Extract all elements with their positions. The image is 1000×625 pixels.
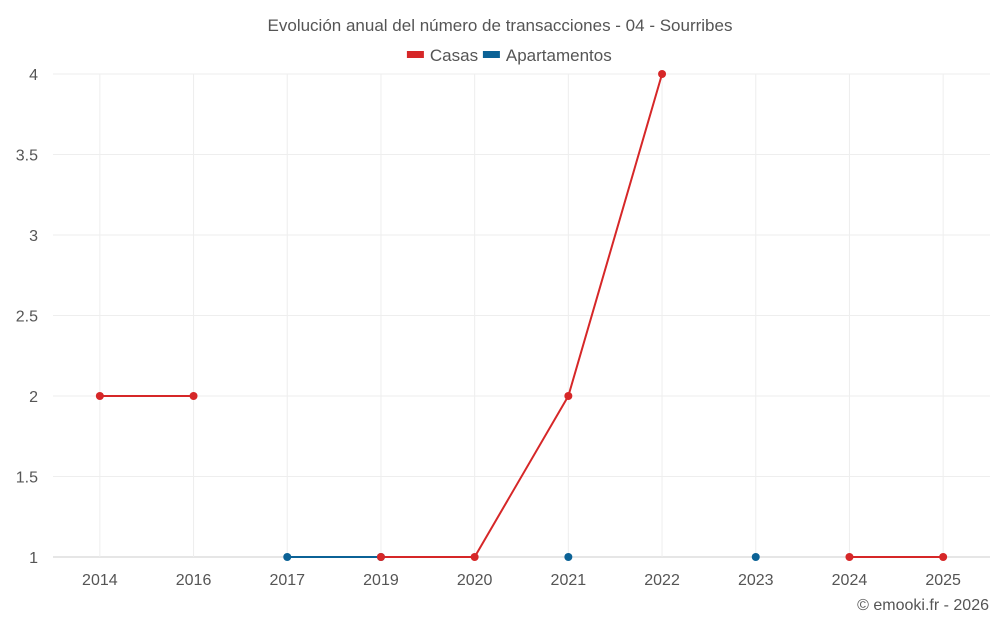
credit-text: © emooki.fr - 2026: [857, 597, 989, 614]
y-tick-label: 2.5: [16, 309, 38, 326]
x-tick-label: 2014: [82, 572, 118, 589]
data-point-apartamentos[interactable]: [564, 553, 573, 561]
y-tick-label: 1.5: [16, 470, 38, 487]
x-tick-label: 2021: [551, 572, 587, 589]
data-point-casas[interactable]: [845, 553, 854, 561]
data-point-casas[interactable]: [564, 392, 573, 400]
y-tick-label: 4: [29, 67, 38, 84]
legend-label-casas[interactable]: Casas: [430, 46, 478, 65]
x-tick-label: 2019: [363, 572, 399, 589]
x-tick-label: 2016: [176, 572, 212, 589]
y-tick-label: 3.5: [16, 148, 38, 165]
data-point-apartamentos[interactable]: [751, 553, 760, 561]
x-tick-label: 2023: [738, 572, 774, 589]
series-line-casas: [380, 73, 664, 558]
data-point-casas[interactable]: [658, 70, 667, 78]
series-points: [95, 70, 948, 561]
chart-title: Evolución anual del número de transaccio…: [268, 16, 733, 35]
legend-swatch-apartamentos: [482, 51, 500, 58]
legend: Casas Apartamentos: [406, 46, 612, 65]
data-point-casas[interactable]: [189, 392, 198, 400]
data-point-casas[interactable]: [470, 553, 479, 561]
x-tick-label: 2022: [644, 572, 680, 589]
data-point-casas[interactable]: [376, 553, 385, 561]
series-lines: [99, 73, 944, 558]
x-tick-label: 2017: [269, 572, 305, 589]
data-point-casas[interactable]: [939, 553, 948, 561]
grid: [53, 73, 990, 558]
x-tick-label: 2024: [832, 572, 868, 589]
y-tick-label: 3: [29, 228, 38, 245]
legend-label-apartamentos[interactable]: Apartamentos: [506, 46, 612, 65]
x-tick-label: 2020: [457, 572, 493, 589]
data-point-apartamentos[interactable]: [283, 553, 292, 561]
y-tick-label: 2: [29, 389, 38, 406]
x-tick-label: 2025: [925, 572, 961, 589]
legend-swatch-casas: [406, 51, 424, 58]
y-axis-ticks: 1 1.5 2 2.5 3 3.5 4: [16, 67, 38, 567]
x-axis-ticks: 2014 2016 2017 2019 2020 2021 2022 2023 2024 2025: [82, 572, 961, 589]
data-point-casas[interactable]: [95, 392, 104, 400]
y-tick-label: 1: [29, 550, 38, 567]
